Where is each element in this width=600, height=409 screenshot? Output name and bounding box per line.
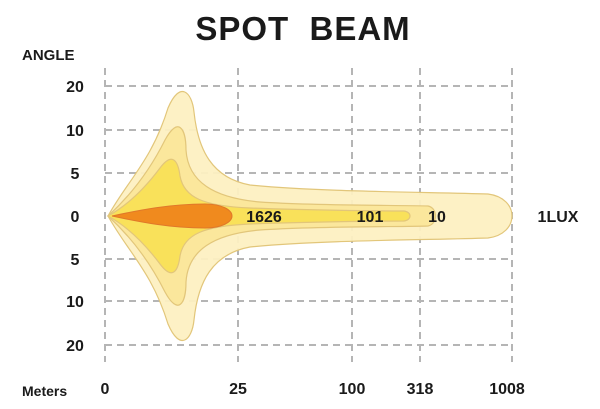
- y-tick-label: 0: [71, 209, 80, 226]
- lux-label-101: 101: [357, 209, 384, 226]
- y-tick-label: 5: [71, 166, 80, 183]
- lux-label-10: 10: [428, 209, 446, 226]
- x-axis-title: Meters: [22, 383, 67, 399]
- beam-zone-101lux: [106, 158, 411, 274]
- lux-label-1626: 1626: [246, 209, 282, 226]
- y-tick-label: 10: [66, 123, 84, 140]
- diagram-title: SPOT BEAM: [195, 10, 410, 47]
- y-axis-ticks: 20 10 5 0 5 10 20: [66, 79, 84, 355]
- x-tick-label: 25: [229, 381, 247, 398]
- y-tick-label: 10: [66, 294, 84, 311]
- x-axis-ticks: 0 25 100 318 1008: [101, 381, 525, 398]
- x-tick-label: 100: [339, 381, 366, 398]
- y-axis-title: ANGLE: [22, 47, 75, 64]
- x-tick-label: 0: [101, 381, 110, 398]
- y-tick-label: 20: [66, 338, 84, 355]
- lux-label-1lux: 1LUX: [538, 209, 579, 226]
- x-tick-label: 318: [407, 381, 434, 398]
- beam-zones: [106, 90, 513, 342]
- lux-labels: 1626 101 10 1LUX: [246, 209, 579, 226]
- beam-core-1626lux: [111, 203, 233, 229]
- y-tick-label: 20: [66, 79, 84, 96]
- x-tick-label: 1008: [489, 381, 525, 398]
- y-tick-label: 5: [71, 252, 80, 269]
